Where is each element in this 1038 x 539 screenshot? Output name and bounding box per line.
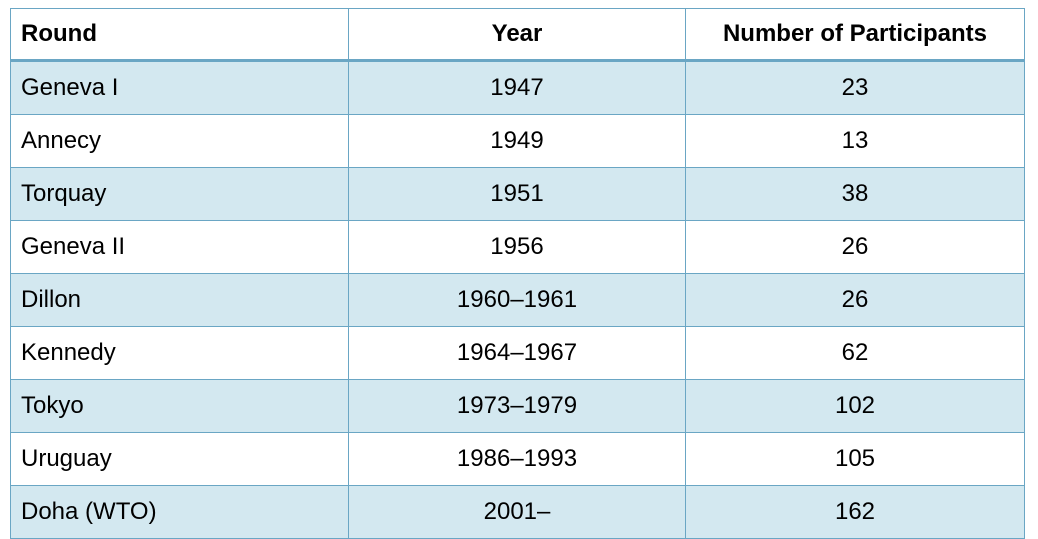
- cell-participants: 102: [685, 379, 1025, 433]
- cell-year: 1951: [348, 167, 686, 221]
- table-row: Geneva I 1947 23: [10, 60, 1025, 115]
- table-row: Dillon 1960–1961 26: [10, 273, 1025, 327]
- header-participants: Number of Participants: [685, 8, 1025, 62]
- table-row: Uruguay 1986–1993 105: [10, 432, 1025, 486]
- cell-year: 1960–1961: [348, 273, 686, 327]
- gatt-rounds-table: Round Year Number of Participants Geneva…: [10, 8, 1025, 539]
- cell-round: Geneva I: [10, 60, 349, 115]
- cell-year: 1986–1993: [348, 432, 686, 486]
- cell-year: 1949: [348, 114, 686, 168]
- table-row: Geneva II 1956 26: [10, 220, 1025, 274]
- table-row: Tokyo 1973–1979 102: [10, 379, 1025, 433]
- cell-participants: 26: [685, 273, 1025, 327]
- cell-round: Dillon: [10, 273, 349, 327]
- cell-year: 1956: [348, 220, 686, 274]
- header-year: Year: [348, 8, 686, 62]
- cell-round: Tokyo: [10, 379, 349, 433]
- cell-round: Torquay: [10, 167, 349, 221]
- cell-round: Doha (WTO): [10, 485, 349, 539]
- header-round: Round: [10, 8, 349, 62]
- cell-round: Geneva II: [10, 220, 349, 274]
- cell-participants: 23: [685, 60, 1025, 115]
- cell-year: 1973–1979: [348, 379, 686, 433]
- cell-participants: 26: [685, 220, 1025, 274]
- cell-round: Kennedy: [10, 326, 349, 380]
- cell-participants: 13: [685, 114, 1025, 168]
- table-header-row: Round Year Number of Participants: [10, 8, 1025, 62]
- cell-year: 2001–: [348, 485, 686, 539]
- table-row: Doha (WTO) 2001– 162: [10, 485, 1025, 539]
- table-row: Kennedy 1964–1967 62: [10, 326, 1025, 380]
- cell-participants: 38: [685, 167, 1025, 221]
- table-row: Torquay 1951 38: [10, 167, 1025, 221]
- cell-participants: 62: [685, 326, 1025, 380]
- table-row: Annecy 1949 13: [10, 114, 1025, 168]
- cell-participants: 162: [685, 485, 1025, 539]
- cell-year: 1947: [348, 60, 686, 115]
- cell-participants: 105: [685, 432, 1025, 486]
- cell-round: Uruguay: [10, 432, 349, 486]
- cell-year: 1964–1967: [348, 326, 686, 380]
- cell-round: Annecy: [10, 114, 349, 168]
